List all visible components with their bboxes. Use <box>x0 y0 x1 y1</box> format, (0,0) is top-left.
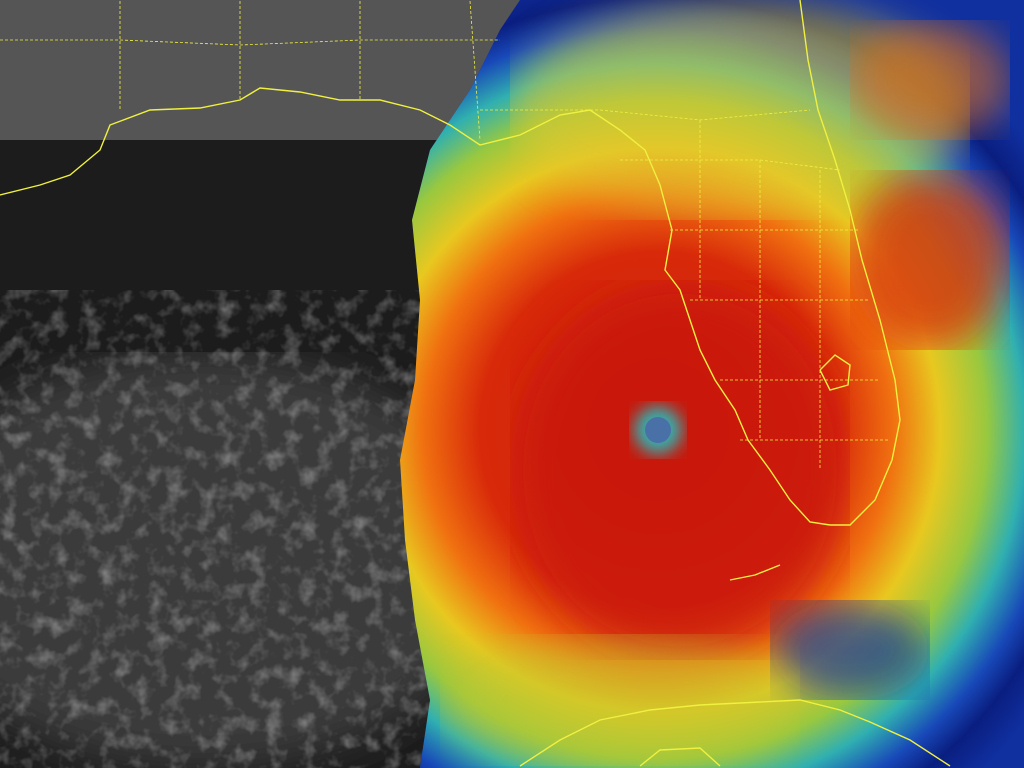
lake-okeechobee <box>819 354 851 391</box>
cloud-texture <box>0 290 430 768</box>
yucatan-coast <box>639 747 721 767</box>
florida-east-coast <box>799 0 901 526</box>
florida-keys <box>729 564 781 581</box>
map-overlay <box>0 0 951 767</box>
state-county-borders <box>0 0 890 470</box>
gulf-coast-north <box>0 87 831 526</box>
hurricane-cloud-shield <box>400 0 1024 768</box>
hurricane-eye <box>645 417 671 443</box>
cuba-coast <box>519 699 951 767</box>
